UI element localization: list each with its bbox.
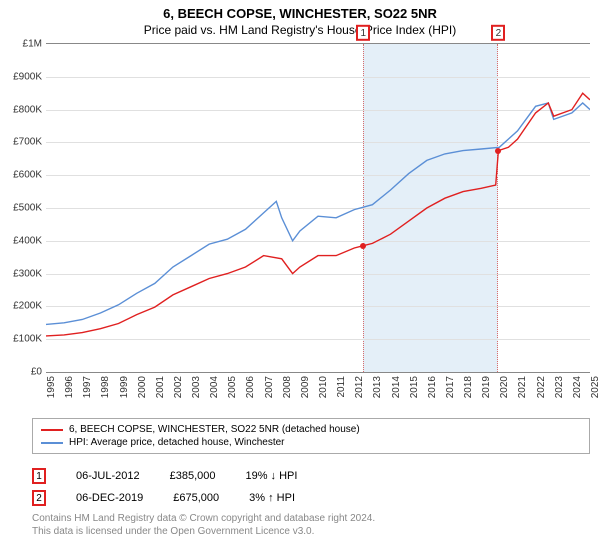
x-axis-label: 2020: [499, 376, 503, 398]
event-list: 1 06-JUL-2012 £385,000 19% ↓ HPI 2 06-DEC-201…: [32, 465, 590, 509]
x-axis-label: 1997: [82, 376, 86, 398]
x-axis-label: 2001: [155, 376, 159, 398]
legend-item: 6, BEECH COPSE, WINCHESTER, SO22 5NR (de…: [41, 423, 581, 436]
x-axis-label: 2003: [191, 376, 195, 398]
chart-plot-area: £0£100K£200K£300K£400K£500K£600K£700K£80…: [46, 43, 590, 373]
x-axis-label: 2002: [173, 376, 177, 398]
x-axis-label: 1995: [46, 376, 50, 398]
x-axis-label: 2011: [336, 376, 340, 398]
x-axis-label: 2004: [209, 376, 213, 398]
legend-swatch: [41, 429, 63, 431]
x-axis-label: 2008: [282, 376, 286, 398]
event-date: 06-JUL-2012: [76, 470, 140, 482]
y-axis-label: £100K: [0, 334, 42, 345]
y-axis-label: £600K: [0, 170, 42, 181]
x-axis-label: 2019: [481, 376, 485, 398]
chart-subtitle: Price paid vs. HM Land Registry's House …: [0, 21, 600, 43]
x-axis-label: 2007: [264, 376, 268, 398]
y-axis-label: £1M: [0, 39, 42, 50]
y-axis-label: £200K: [0, 301, 42, 312]
footer-line: Contains HM Land Registry data © Crown c…: [32, 512, 590, 525]
legend-item: HPI: Average price, detached house, Winc…: [41, 436, 581, 449]
event-number-box: 1: [32, 468, 46, 484]
y-axis-label: £900K: [0, 71, 42, 82]
x-axis-label: 2016: [427, 376, 431, 398]
x-axis-label: 1998: [100, 376, 104, 398]
y-axis-label: £800K: [0, 104, 42, 115]
x-axis-label: 2006: [245, 376, 249, 398]
event-row: 2 06-DEC-2019 £675,000 3% ↑ HPI: [32, 487, 590, 509]
x-axis-label: 2015: [409, 376, 413, 398]
series-line: [46, 103, 590, 324]
x-axis-label: 2013: [372, 376, 376, 398]
x-axis-label: 2022: [536, 376, 540, 398]
x-axis-label: 1996: [64, 376, 68, 398]
event-number-box: 2: [32, 490, 46, 506]
x-axis-label: 2025: [590, 376, 594, 398]
sale-marker-label: 2: [491, 25, 505, 41]
x-axis-label: 2021: [517, 376, 521, 398]
sale-marker-label: 1: [356, 25, 370, 41]
y-axis-label: £400K: [0, 235, 42, 246]
x-axis-label: 2024: [572, 376, 576, 398]
footer-attribution: Contains HM Land Registry data © Crown c…: [32, 512, 590, 538]
y-axis-label: £300K: [0, 268, 42, 279]
x-axis-label: 2023: [554, 376, 558, 398]
event-hpi-delta: 3% ↑ HPI: [249, 492, 295, 504]
event-price: £675,000: [173, 492, 219, 504]
x-axis-label: 2000: [137, 376, 141, 398]
x-axis-label: 2009: [300, 376, 304, 398]
y-axis-label: £500K: [0, 203, 42, 214]
legend-label: 6, BEECH COPSE, WINCHESTER, SO22 5NR (de…: [69, 424, 360, 435]
footer-line: This data is licensed under the Open Gov…: [32, 525, 590, 538]
sale-marker-dot: [495, 148, 501, 154]
legend-swatch: [41, 442, 63, 444]
y-axis-label: £0: [0, 367, 42, 378]
legend-box: 6, BEECH COPSE, WINCHESTER, SO22 5NR (de…: [32, 418, 590, 454]
sale-marker-dot: [360, 243, 366, 249]
event-date: 06-DEC-2019: [76, 492, 143, 504]
line-series-svg: [46, 44, 590, 372]
x-axis-label: 2014: [391, 376, 395, 398]
event-price: £385,000: [170, 470, 216, 482]
x-axis-label: 2012: [354, 376, 358, 398]
legend-label: HPI: Average price, detached house, Winc…: [69, 437, 285, 448]
x-axis-label: 2018: [463, 376, 467, 398]
x-axis-label: 2005: [227, 376, 231, 398]
x-axis-label: 1999: [119, 376, 123, 398]
chart-title: 6, BEECH COPSE, WINCHESTER, SO22 5NR: [0, 0, 600, 21]
x-axis-label: 2017: [445, 376, 449, 398]
event-row: 1 06-JUL-2012 £385,000 19% ↓ HPI: [32, 465, 590, 487]
y-axis-label: £700K: [0, 137, 42, 148]
event-hpi-delta: 19% ↓ HPI: [245, 470, 297, 482]
x-axis-label: 2010: [318, 376, 322, 398]
